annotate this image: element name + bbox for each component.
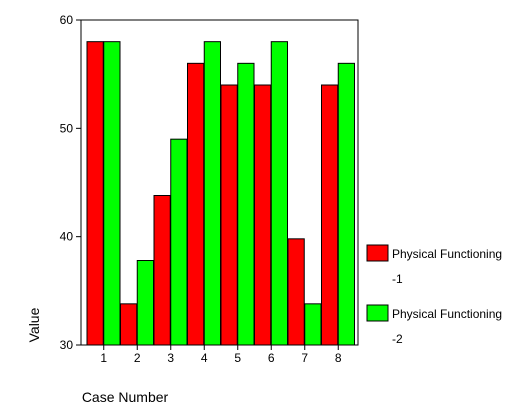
x-tick-label-1: 1 xyxy=(100,351,107,365)
legend-label-series1-line2: -1 xyxy=(392,272,403,286)
x-tick-label-4: 4 xyxy=(201,351,208,365)
bar-series1-case-7 xyxy=(287,238,305,346)
legend-swatch-series2 xyxy=(366,304,389,322)
bar-series2-case-7 xyxy=(304,303,322,346)
legend: Physical Functioning -1 Physical Functioni… xyxy=(366,244,502,346)
y-tick-label-40: 40 xyxy=(60,230,74,244)
bar-series2-case-4 xyxy=(203,41,221,346)
bar-series2-case-1 xyxy=(103,41,121,346)
y-tick-label-50: 50 xyxy=(60,121,74,135)
legend-swatch-series1 xyxy=(366,244,389,262)
bar-series2-case-2 xyxy=(136,260,154,346)
x-tick-label-6: 6 xyxy=(268,351,275,365)
x-tick-label-7: 7 xyxy=(301,351,308,365)
x-tick-label-5: 5 xyxy=(234,351,241,365)
legend-label-series2-line2: -2 xyxy=(392,332,403,346)
y-tick-label-30: 30 xyxy=(60,338,74,352)
y-axis: 30 40 50 60 xyxy=(60,13,81,352)
bar-series1-case-5 xyxy=(220,84,238,346)
bar-series1-case-2 xyxy=(120,303,138,346)
legend-label-series1-line1: Physical Functioning xyxy=(392,247,502,261)
x-tick-label-3: 3 xyxy=(167,351,174,365)
bar-series1-case-8 xyxy=(321,84,339,346)
bar-series2-case-6 xyxy=(270,41,288,346)
x-tick-label-2: 2 xyxy=(134,351,141,365)
x-axis: 1 2 3 4 5 6 7 8 xyxy=(100,345,342,365)
bar-series1-case-6 xyxy=(254,84,272,346)
bars-group xyxy=(86,41,355,346)
bar-series1-case-4 xyxy=(187,62,205,346)
x-axis-title: Case Number xyxy=(82,389,169,405)
bar-series2-case-3 xyxy=(170,138,188,346)
x-tick-label-8: 8 xyxy=(335,351,342,365)
bar-series1-case-3 xyxy=(153,195,171,346)
y-axis-title: Value xyxy=(26,307,42,342)
bar-series2-case-8 xyxy=(337,62,355,346)
legend-label-series2-line1: Physical Functioning xyxy=(392,307,502,321)
y-tick-label-60: 60 xyxy=(60,13,74,27)
bar-series1-case-1 xyxy=(86,41,104,346)
bar-series2-case-5 xyxy=(237,62,255,346)
